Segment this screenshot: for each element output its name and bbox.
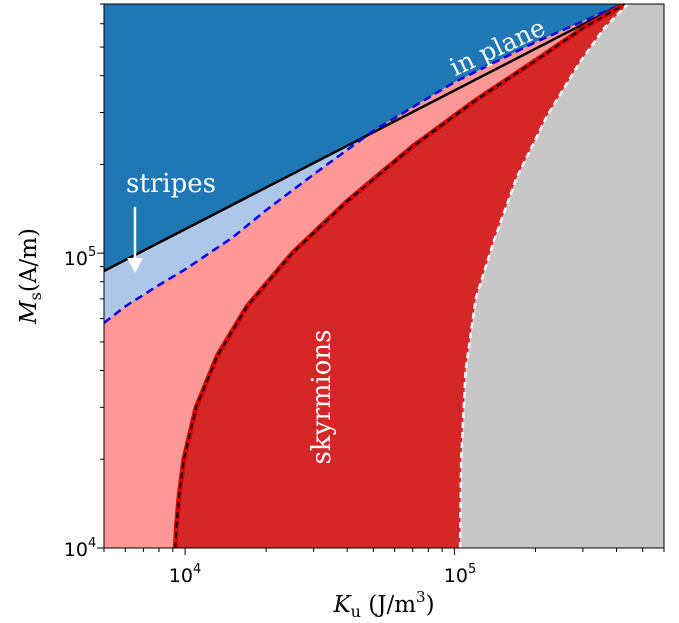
- y-tick-label-1e5: 105: [64, 245, 96, 270]
- x-axis-label: Ku (J/m3): [332, 588, 434, 621]
- x-tick-label-1e5: 105: [444, 562, 476, 587]
- annotation-stripes: stripes: [126, 169, 216, 199]
- stripes-arrow: [127, 207, 143, 273]
- region-gray: [460, 4, 664, 548]
- y-axis-label: Ms(A/m): [16, 228, 45, 325]
- y-tick-label-1e4: 104: [64, 536, 96, 561]
- x-tick-label-1e4: 104: [169, 562, 201, 587]
- plot-frame: [103, 3, 665, 549]
- minor-ticks: [100, 3, 665, 552]
- skyrmion-boundary-dashed-line: [174, 4, 626, 548]
- plot-area: [104, 4, 664, 548]
- gray-boundary-line: [458, 4, 629, 548]
- major-ticks: [97, 252, 455, 555]
- annotation-skyrmions: skyrmions: [307, 330, 337, 465]
- stripes-boundary-line: [104, 4, 623, 324]
